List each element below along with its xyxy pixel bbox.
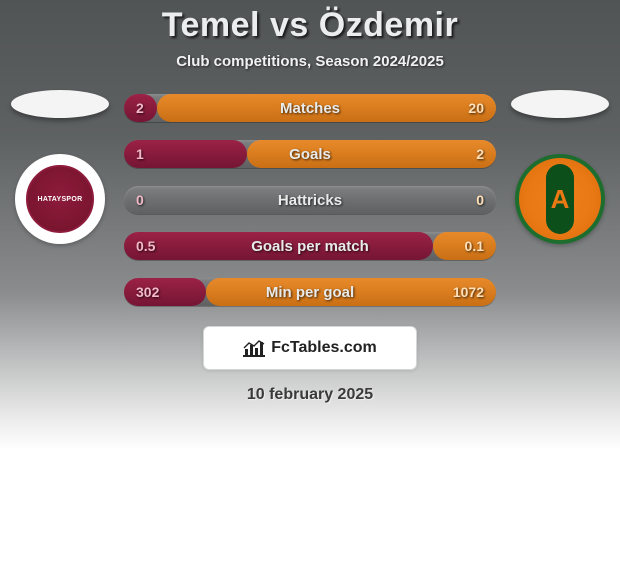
left-country-flag xyxy=(11,90,109,118)
stats-bars: 220Matches 12Goals 0 0Hattricks 0.50.1Goals … xyxy=(120,94,500,306)
date-label: 10 february 2025 xyxy=(0,386,620,404)
stat-fill-right xyxy=(157,94,496,122)
right-club-badge-letter: A xyxy=(551,184,570,215)
stat-fill-right xyxy=(206,278,496,306)
stat-bar: 0 0Hattricks xyxy=(124,186,496,214)
stat-fill-right xyxy=(247,140,496,168)
page-subtitle: Club competitions, Season 2024/2025 xyxy=(0,53,620,70)
right-player-column: A xyxy=(500,94,620,244)
right-club-badge-stripe: A xyxy=(546,164,574,234)
stat-bar: 220Matches xyxy=(124,94,496,122)
left-player-column: HATAYSPOR xyxy=(0,94,120,244)
brand-chart-icon xyxy=(243,339,265,357)
right-club-badge: A xyxy=(515,154,605,244)
stat-fill-right xyxy=(433,232,496,260)
comparison-row: HATAYSPOR 220Matches 12Goals 0 0Hattricks 0.… xyxy=(0,94,620,306)
stat-bar: 3021072Min per goal xyxy=(124,278,496,306)
left-club-badge-inner: HATAYSPOR xyxy=(26,165,94,233)
stat-fill-left xyxy=(124,140,247,168)
left-club-badge-text: HATAYSPOR xyxy=(38,196,83,203)
stat-bar: 0.50.1Goals per match xyxy=(124,232,496,260)
content-root: Temel vs Özdemir Club competitions, Seas… xyxy=(0,0,620,404)
stat-fill-left xyxy=(124,94,157,122)
left-club-badge: HATAYSPOR xyxy=(15,154,105,244)
brand-text: FcTables.com xyxy=(271,339,377,357)
stat-value-left: 0 xyxy=(136,186,144,214)
stat-bar: 12Goals xyxy=(124,140,496,168)
brand-badge: FcTables.com xyxy=(203,326,417,370)
stat-value-right: 0 xyxy=(476,186,484,214)
right-country-flag xyxy=(511,90,609,118)
stat-fill-left xyxy=(124,278,206,306)
page-title: Temel vs Özdemir xyxy=(0,0,620,45)
stat-label: Hattricks xyxy=(124,186,496,214)
stat-fill-left xyxy=(124,232,433,260)
